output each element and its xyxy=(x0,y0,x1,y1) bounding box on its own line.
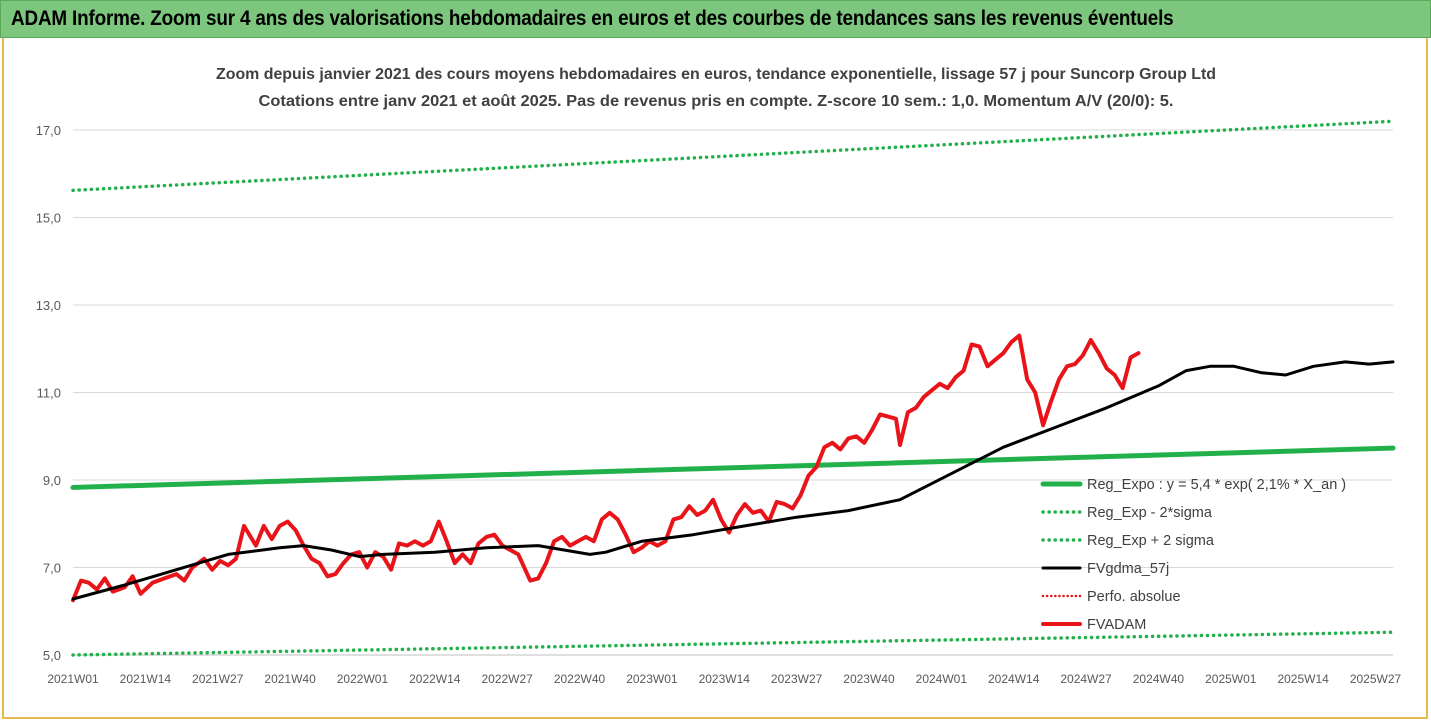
x-tick-label: 2025W27 xyxy=(1350,672,1402,686)
x-tick-label: 2024W01 xyxy=(916,672,968,686)
x-tick-label: 2022W27 xyxy=(481,672,533,686)
x-tick-label: 2022W01 xyxy=(337,672,389,686)
x-tick-label: 2025W14 xyxy=(1277,672,1329,686)
x-tick-label: 2024W27 xyxy=(1060,672,1112,686)
legend-label: Reg_Exp + 2 sigma xyxy=(1087,533,1215,549)
x-tick-label: 2023W14 xyxy=(699,672,751,686)
series-line-fvgdma xyxy=(71,360,1395,601)
y-tick-label: 15,0 xyxy=(36,211,61,226)
x-tick-label: 2024W14 xyxy=(988,672,1040,686)
x-tick-label: 2021W27 xyxy=(192,672,244,686)
series-line-fvadam xyxy=(71,333,1141,603)
x-axis: 2021W01 2021W14 2021W27 2021W40 2022W01 2022W… xyxy=(47,654,1402,686)
series-line-reg-expo xyxy=(70,445,1396,490)
x-tick-label: 2022W40 xyxy=(554,672,606,686)
y-tick-label: 9,0 xyxy=(43,473,61,488)
plot-area xyxy=(70,119,1396,657)
x-tick-label: 2021W14 xyxy=(120,672,172,686)
report-banner-title: ADAM Informe. Zoom sur 4 ans des valoris… xyxy=(11,7,1174,30)
x-tick-label: 2023W27 xyxy=(771,672,823,686)
legend-label: Reg_Expo : y = 5,4 * exp( 2,1% * X_an ) xyxy=(1087,477,1346,493)
chart-title: Zoom depuis janvier 2021 des cours moyen… xyxy=(216,66,1216,83)
y-tick-label: 13,0 xyxy=(36,298,61,313)
y-axis: 5,0 7,0 9,0 11,0 13,0 15,0 17,0 xyxy=(36,123,61,663)
series-line-upper-band xyxy=(71,119,1395,193)
x-tick-label: 2024W40 xyxy=(1133,672,1185,686)
y-tick-label: 11,0 xyxy=(37,386,61,401)
chart-subtitle: Cotations entre janv 2021 et août 2025. … xyxy=(259,93,1174,110)
series-line-lower-band xyxy=(71,630,1395,657)
x-tick-label: 2021W01 xyxy=(47,672,99,686)
x-tick-label: 2022W14 xyxy=(409,672,461,686)
x-tick-label: 2023W01 xyxy=(626,672,678,686)
x-tick-label: 2025W01 xyxy=(1205,672,1257,686)
legend-label: FVgdma_57j xyxy=(1087,561,1169,577)
y-tick-label: 7,0 xyxy=(43,561,61,576)
chart-frame xyxy=(2,38,1428,719)
y-tick-label: 5,0 xyxy=(43,648,61,663)
x-tick-label: 2023W40 xyxy=(843,672,895,686)
chart-legend: Reg_Expo : y = 5,4 * exp( 2,1% * X_an ) R… xyxy=(1040,477,1346,633)
grid-lines xyxy=(73,129,1393,656)
legend-label: Reg_Exp - 2*sigma xyxy=(1087,505,1213,521)
report-banner: ADAM Informe. Zoom sur 4 ans des valoris… xyxy=(0,0,1431,38)
legend-label: FVADAM xyxy=(1087,617,1146,633)
y-tick-label: 17,0 xyxy=(36,123,61,138)
legend-label: Perfo. absolue xyxy=(1087,589,1181,605)
x-tick-label: 2021W40 xyxy=(264,672,316,686)
